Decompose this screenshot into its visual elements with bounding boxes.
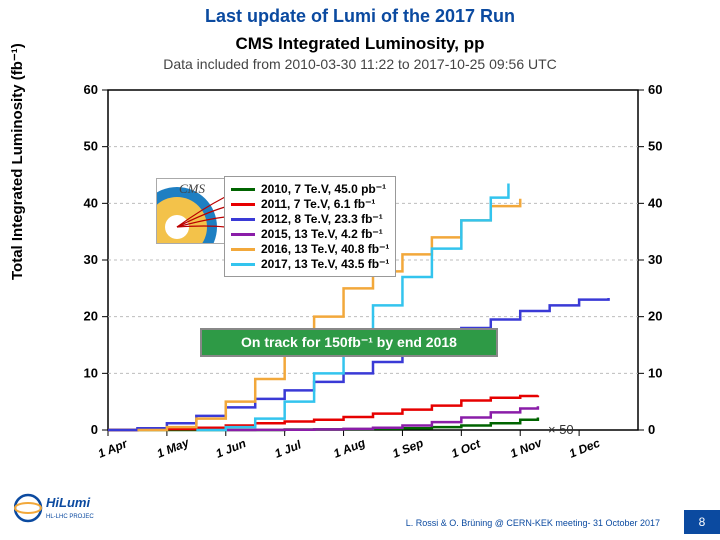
multiplier-note: × 50	[548, 422, 574, 437]
chart-legend: 2010, 7 Te.V, 45.0 pb⁻¹2011, 7 Te.V, 6.1…	[224, 176, 396, 277]
svg-text:0: 0	[648, 422, 655, 437]
legend-swatch	[231, 233, 255, 236]
svg-text:1 Oct: 1 Oct	[449, 436, 483, 461]
hilumi-logo: HiLumi HL-LHC PROJECT	[14, 491, 94, 530]
svg-text:1 Jul: 1 Jul	[273, 437, 304, 460]
svg-text:CMS: CMS	[179, 181, 206, 196]
slide-title: Last update of Lumi of the 2017 Run	[0, 6, 720, 27]
legend-swatch	[231, 263, 255, 266]
svg-text:40: 40	[84, 195, 98, 210]
svg-text:10: 10	[84, 365, 98, 380]
svg-text:20: 20	[84, 309, 98, 324]
callout-text: On track for 150fb⁻¹ by end 2018	[241, 334, 457, 350]
legend-swatch	[231, 248, 255, 251]
legend-label: 2016, 13 Te.V, 40.8 fb⁻¹	[261, 242, 389, 256]
legend-row: 2010, 7 Te.V, 45.0 pb⁻¹	[231, 182, 389, 196]
svg-text:HL-LHC PROJECT: HL-LHC PROJECT	[46, 514, 94, 520]
callout-box: On track for 150fb⁻¹ by end 2018	[200, 328, 498, 357]
legend-label: 2011, 7 Te.V, 6.1 fb⁻¹	[261, 197, 375, 211]
legend-label: 2010, 7 Te.V, 45.0 pb⁻¹	[261, 182, 386, 196]
legend-label: 2015, 13 Te.V, 4.2 fb⁻¹	[261, 227, 383, 241]
luminosity-chart: 0 0 10 10 20 20 30 30 40 40 50 50 60 60 1 Apr 1 May 1 Ju…	[40, 80, 680, 480]
legend-row: 2012, 8 Te.V, 23.3 fb⁻¹	[231, 212, 389, 226]
legend-label: 2017, 13 Te.V, 43.5 fb⁻¹	[261, 257, 389, 271]
svg-text:1 Jun: 1 Jun	[214, 436, 248, 461]
svg-text:50: 50	[648, 139, 662, 154]
cms-detector-image: CMS	[156, 178, 228, 244]
svg-text:1 May: 1 May	[155, 435, 192, 461]
svg-text:60: 60	[648, 82, 662, 97]
svg-text:1 Dec: 1 Dec	[567, 436, 602, 461]
svg-text:60: 60	[84, 82, 98, 97]
footer-ref: L. Rossi & O. Brüning @ CERN-KEK meeting…	[406, 518, 660, 528]
svg-text:1 Nov: 1 Nov	[508, 435, 545, 461]
legend-row: 2011, 7 Te.V, 6.1 fb⁻¹	[231, 197, 389, 211]
svg-text:1 Sep: 1 Sep	[390, 436, 425, 461]
svg-text:1 Apr: 1 Apr	[96, 436, 131, 461]
svg-text:HiLumi: HiLumi	[46, 495, 90, 510]
svg-text:10: 10	[648, 365, 662, 380]
chart-area: Total Integrated Luminosity (fb⁻¹) 00101…	[40, 80, 680, 480]
svg-text:40: 40	[648, 195, 662, 210]
svg-text:0: 0	[91, 422, 98, 437]
svg-text:30: 30	[648, 252, 662, 267]
svg-text:1 Aug: 1 Aug	[331, 435, 367, 461]
chart-title: CMS Integrated Luminosity, pp	[0, 34, 720, 54]
legend-swatch	[231, 203, 255, 206]
legend-swatch	[231, 218, 255, 221]
svg-text:20: 20	[648, 309, 662, 324]
svg-text:30: 30	[84, 252, 98, 267]
slide: Last update of Lumi of the 2017 Run CMS …	[0, 0, 720, 540]
legend-row: 2015, 13 Te.V, 4.2 fb⁻¹	[231, 227, 389, 241]
legend-row: 2017, 13 Te.V, 43.5 fb⁻¹	[231, 257, 389, 271]
svg-text:50: 50	[84, 139, 98, 154]
legend-label: 2012, 8 Te.V, 23.3 fb⁻¹	[261, 212, 383, 226]
chart-subtitle: Data included from 2010-03-30 11:22 to 2…	[0, 56, 720, 72]
page-number: 8	[684, 510, 720, 534]
legend-swatch	[231, 188, 255, 191]
y-axis-label: Total Integrated Luminosity (fb⁻¹)	[8, 43, 26, 280]
legend-row: 2016, 13 Te.V, 40.8 fb⁻¹	[231, 242, 389, 256]
